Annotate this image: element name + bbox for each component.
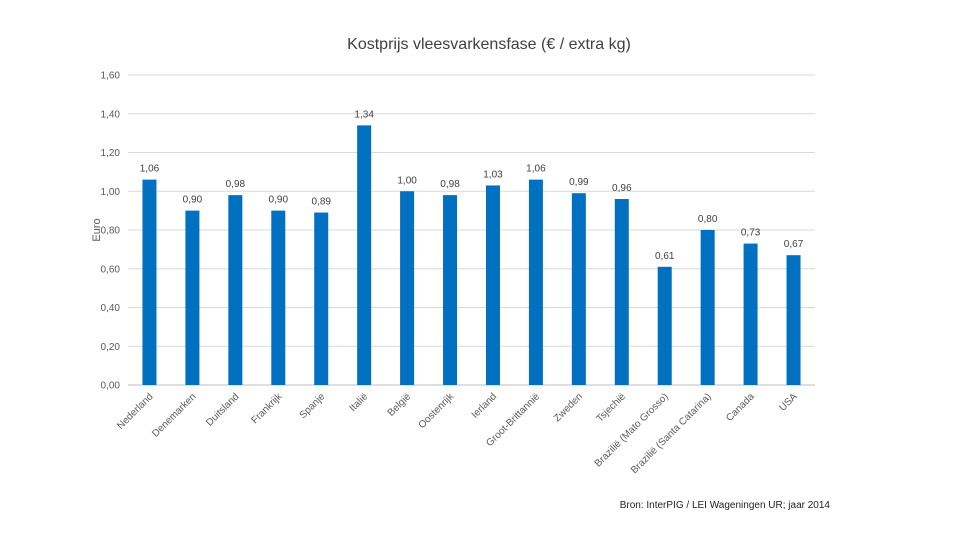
bar — [228, 195, 243, 385]
y-axis-title: Euro — [91, 218, 103, 241]
y-tick-label: 0,60 — [101, 264, 121, 275]
data-label: 1,06 — [140, 164, 160, 175]
bar — [400, 191, 415, 385]
bar — [786, 255, 801, 385]
bar — [571, 193, 586, 385]
data-label: 1,34 — [354, 109, 374, 120]
y-tick-label: 1,00 — [101, 187, 121, 198]
bar — [314, 212, 329, 385]
bar — [528, 179, 543, 385]
source-note: Bron: InterPIG / LEI Wageningen UR; jaar… — [619, 500, 830, 511]
x-tick-label: USA — [777, 391, 800, 414]
y-tick-label: 1,20 — [101, 148, 121, 159]
y-axis-ticks: 0,00 0,20 0,40 0,60 0,80 1,00 1,20 1,40 1,60 — [101, 71, 121, 392]
x-tick-label: Brazilië (Mato Grosso) — [593, 391, 671, 469]
data-label: 1,00 — [397, 175, 417, 186]
data-label: 0,61 — [655, 251, 675, 262]
bar — [614, 199, 629, 385]
y-tick-label: 0,00 — [101, 381, 121, 392]
y-tick-label: 1,40 — [101, 109, 121, 120]
x-tick-label: Oostenrijk — [417, 391, 457, 431]
x-tick-label: Brazilië (Santa Catarina) — [629, 391, 714, 476]
x-tick-label: Italië — [348, 391, 371, 414]
y-tick-label: 1,60 — [101, 71, 121, 82]
x-tick-label: Ierland — [470, 391, 499, 420]
y-tick-label: 0,20 — [101, 342, 121, 353]
data-label: 0,98 — [440, 179, 460, 190]
bar — [357, 125, 372, 385]
bar — [700, 230, 715, 385]
bar — [485, 185, 500, 385]
x-tick-label: Frankrijk — [250, 391, 286, 427]
x-tick-label: Duitsland — [204, 391, 241, 428]
bar — [743, 243, 758, 385]
x-tick-label: België — [386, 391, 414, 419]
data-label: 0,67 — [784, 239, 804, 250]
x-tick-label: Canada — [724, 391, 757, 424]
data-label: 0,98 — [226, 179, 246, 190]
x-tick-label: Nederland — [115, 391, 155, 431]
data-label: 0,89 — [311, 197, 331, 208]
data-label: 0,96 — [612, 183, 632, 194]
bar — [443, 195, 458, 385]
bar — [185, 210, 200, 385]
gridlines — [128, 74, 815, 386]
x-tick-label: Denemarken — [150, 391, 198, 439]
data-label: 0,80 — [698, 214, 718, 225]
x-tick-label: Spanje — [298, 391, 328, 421]
x-tick-label: Tsjechië — [595, 391, 629, 425]
chart-title: Kostprijs vleesvarkensfase (€ / extra kg… — [347, 36, 631, 53]
data-label: 0,73 — [741, 228, 761, 239]
data-label: 1,03 — [483, 169, 503, 180]
data-label: 0,90 — [269, 195, 289, 206]
bar — [657, 266, 672, 385]
data-label: 1,06 — [526, 164, 546, 175]
data-label: 0,99 — [569, 177, 589, 188]
data-label: 0,90 — [183, 195, 203, 206]
data-labels: 1,06 0,90 0,98 0,90 0,89 1,34 1,00 0,98 1,03 1,06… — [140, 109, 804, 261]
y-tick-label: 0,40 — [101, 303, 121, 314]
x-tick-label: Zweden — [552, 391, 585, 424]
bars — [142, 125, 801, 385]
bar — [271, 210, 286, 385]
y-tick-label: 0,80 — [101, 226, 121, 237]
bar — [142, 179, 157, 385]
